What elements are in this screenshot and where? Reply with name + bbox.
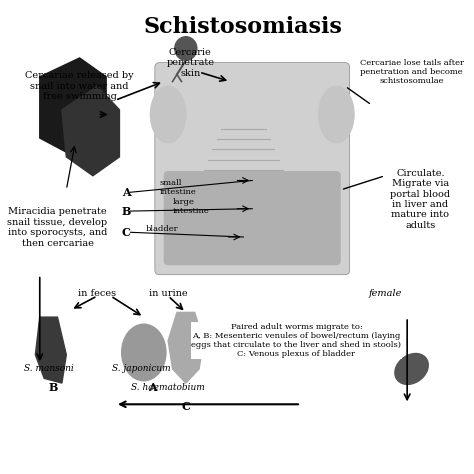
Text: large
intestine: large intestine [173, 198, 210, 215]
Text: bladder: bladder [146, 225, 179, 233]
Text: small
intestine: small intestine [159, 179, 196, 196]
Text: Paired adult worms migrate to:
A, B: Mesenteric venules of bowel/rectum (laying
: Paired adult worms migrate to: A, B: Mes… [191, 323, 401, 358]
Text: Schistosomiasis: Schistosomiasis [144, 16, 343, 37]
Text: Cercariae released by
snail into water and
free swimming: Cercariae released by snail into water a… [25, 71, 134, 101]
Text: Circulate.
Migrate via
portal blood
in liver and
mature into
adults: Circulate. Migrate via portal blood in l… [391, 169, 450, 230]
Text: S. haematobium: S. haematobium [131, 383, 205, 392]
Text: S. mansoni: S. mansoni [24, 365, 73, 374]
Polygon shape [168, 312, 203, 383]
Polygon shape [40, 58, 106, 157]
Ellipse shape [150, 86, 186, 143]
Text: in urine: in urine [149, 289, 187, 298]
Ellipse shape [122, 324, 166, 381]
Circle shape [175, 36, 197, 60]
Ellipse shape [395, 354, 428, 384]
Text: Cercarie
penetrate
skin: Cercarie penetrate skin [166, 48, 214, 78]
Text: in feces: in feces [78, 289, 117, 298]
Text: B: B [121, 206, 131, 217]
FancyBboxPatch shape [164, 171, 341, 265]
Text: B: B [48, 383, 58, 393]
FancyBboxPatch shape [155, 63, 350, 275]
Text: A: A [122, 187, 130, 198]
Text: Cercariae lose tails after
penetration and become
schistosomulae: Cercariae lose tails after penetration a… [360, 59, 464, 85]
Ellipse shape [319, 86, 354, 143]
Polygon shape [62, 86, 119, 176]
Text: A: A [148, 383, 157, 393]
Text: Miracidia penetrate
snail tissue, develop
into sporocysts, and
then cercariae: Miracidia penetrate snail tissue, develo… [8, 208, 108, 248]
Text: female: female [368, 289, 401, 298]
Polygon shape [36, 317, 66, 383]
Text: C: C [122, 227, 130, 238]
Text: S. japonicum: S. japonicum [112, 365, 171, 374]
Text: C: C [182, 401, 190, 412]
